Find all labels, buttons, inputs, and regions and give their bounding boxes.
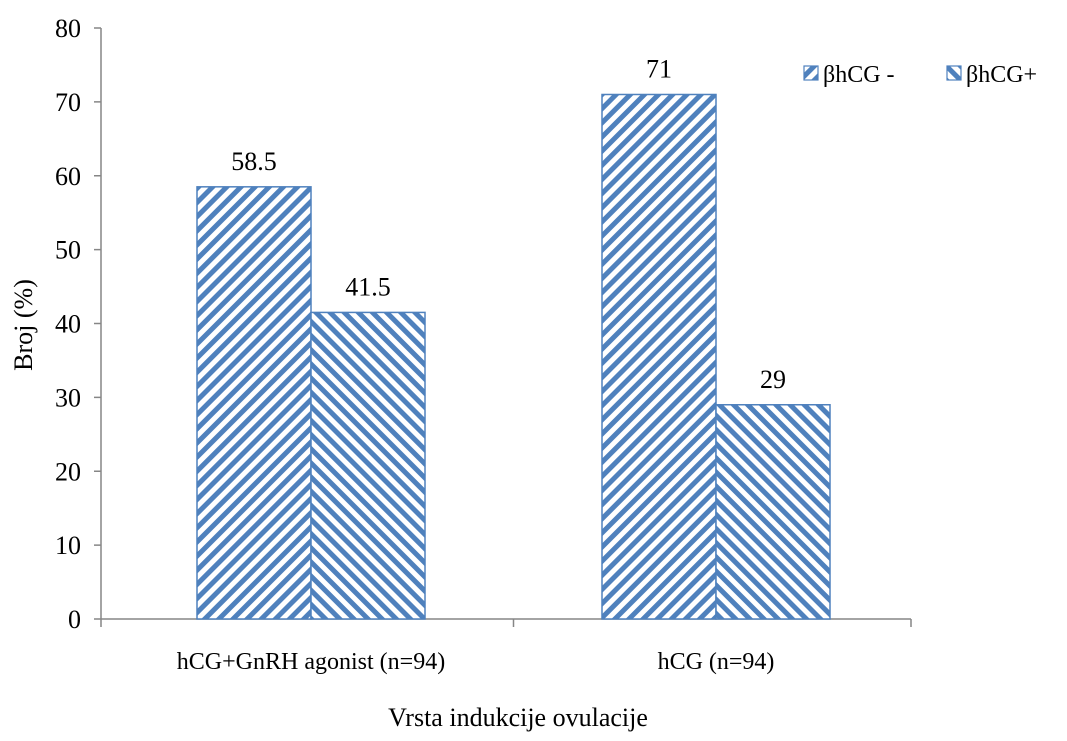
- y-tick-label: 70: [55, 88, 81, 117]
- data-label: 41.5: [345, 272, 391, 301]
- x-tick-label: hCG (n=94): [658, 649, 775, 675]
- data-label: 71: [646, 54, 672, 83]
- data-labels: 58.5 71 41.5 29: [231, 54, 786, 393]
- data-label: 58.5: [231, 147, 277, 176]
- y-tick-label: 30: [55, 383, 81, 412]
- axes: 0 10 20 30 40 50 60 70 80 hCG+GnRH agonist (n=94)…: [55, 14, 912, 675]
- bar: [310, 311, 426, 620]
- y-tick-label: 10: [55, 531, 81, 560]
- bars: [196, 93, 831, 620]
- legend: βhCG - βhCG+: [803, 62, 1037, 88]
- x-axis-title: Vrsta indukcije ovulacije: [388, 703, 648, 732]
- legend-swatch: [803, 65, 819, 81]
- bar: [196, 186, 312, 620]
- bar: [715, 404, 831, 620]
- y-tick-label: 40: [55, 310, 81, 339]
- data-label: 29: [760, 365, 786, 394]
- y-tick-label: 80: [55, 14, 81, 43]
- y-axis-title: Broj (%): [9, 279, 38, 371]
- y-tick-label: 50: [55, 236, 81, 265]
- y-tick-label: 0: [68, 605, 81, 634]
- y-tick-label: 20: [55, 457, 81, 486]
- legend-label: βhCG+: [966, 62, 1037, 88]
- y-tick-label: 60: [55, 162, 81, 191]
- legend-swatch: [946, 65, 962, 81]
- legend-label: βhCG -: [823, 62, 895, 88]
- x-tick-label: hCG+GnRH agonist (n=94): [177, 649, 445, 675]
- bar: [601, 93, 717, 620]
